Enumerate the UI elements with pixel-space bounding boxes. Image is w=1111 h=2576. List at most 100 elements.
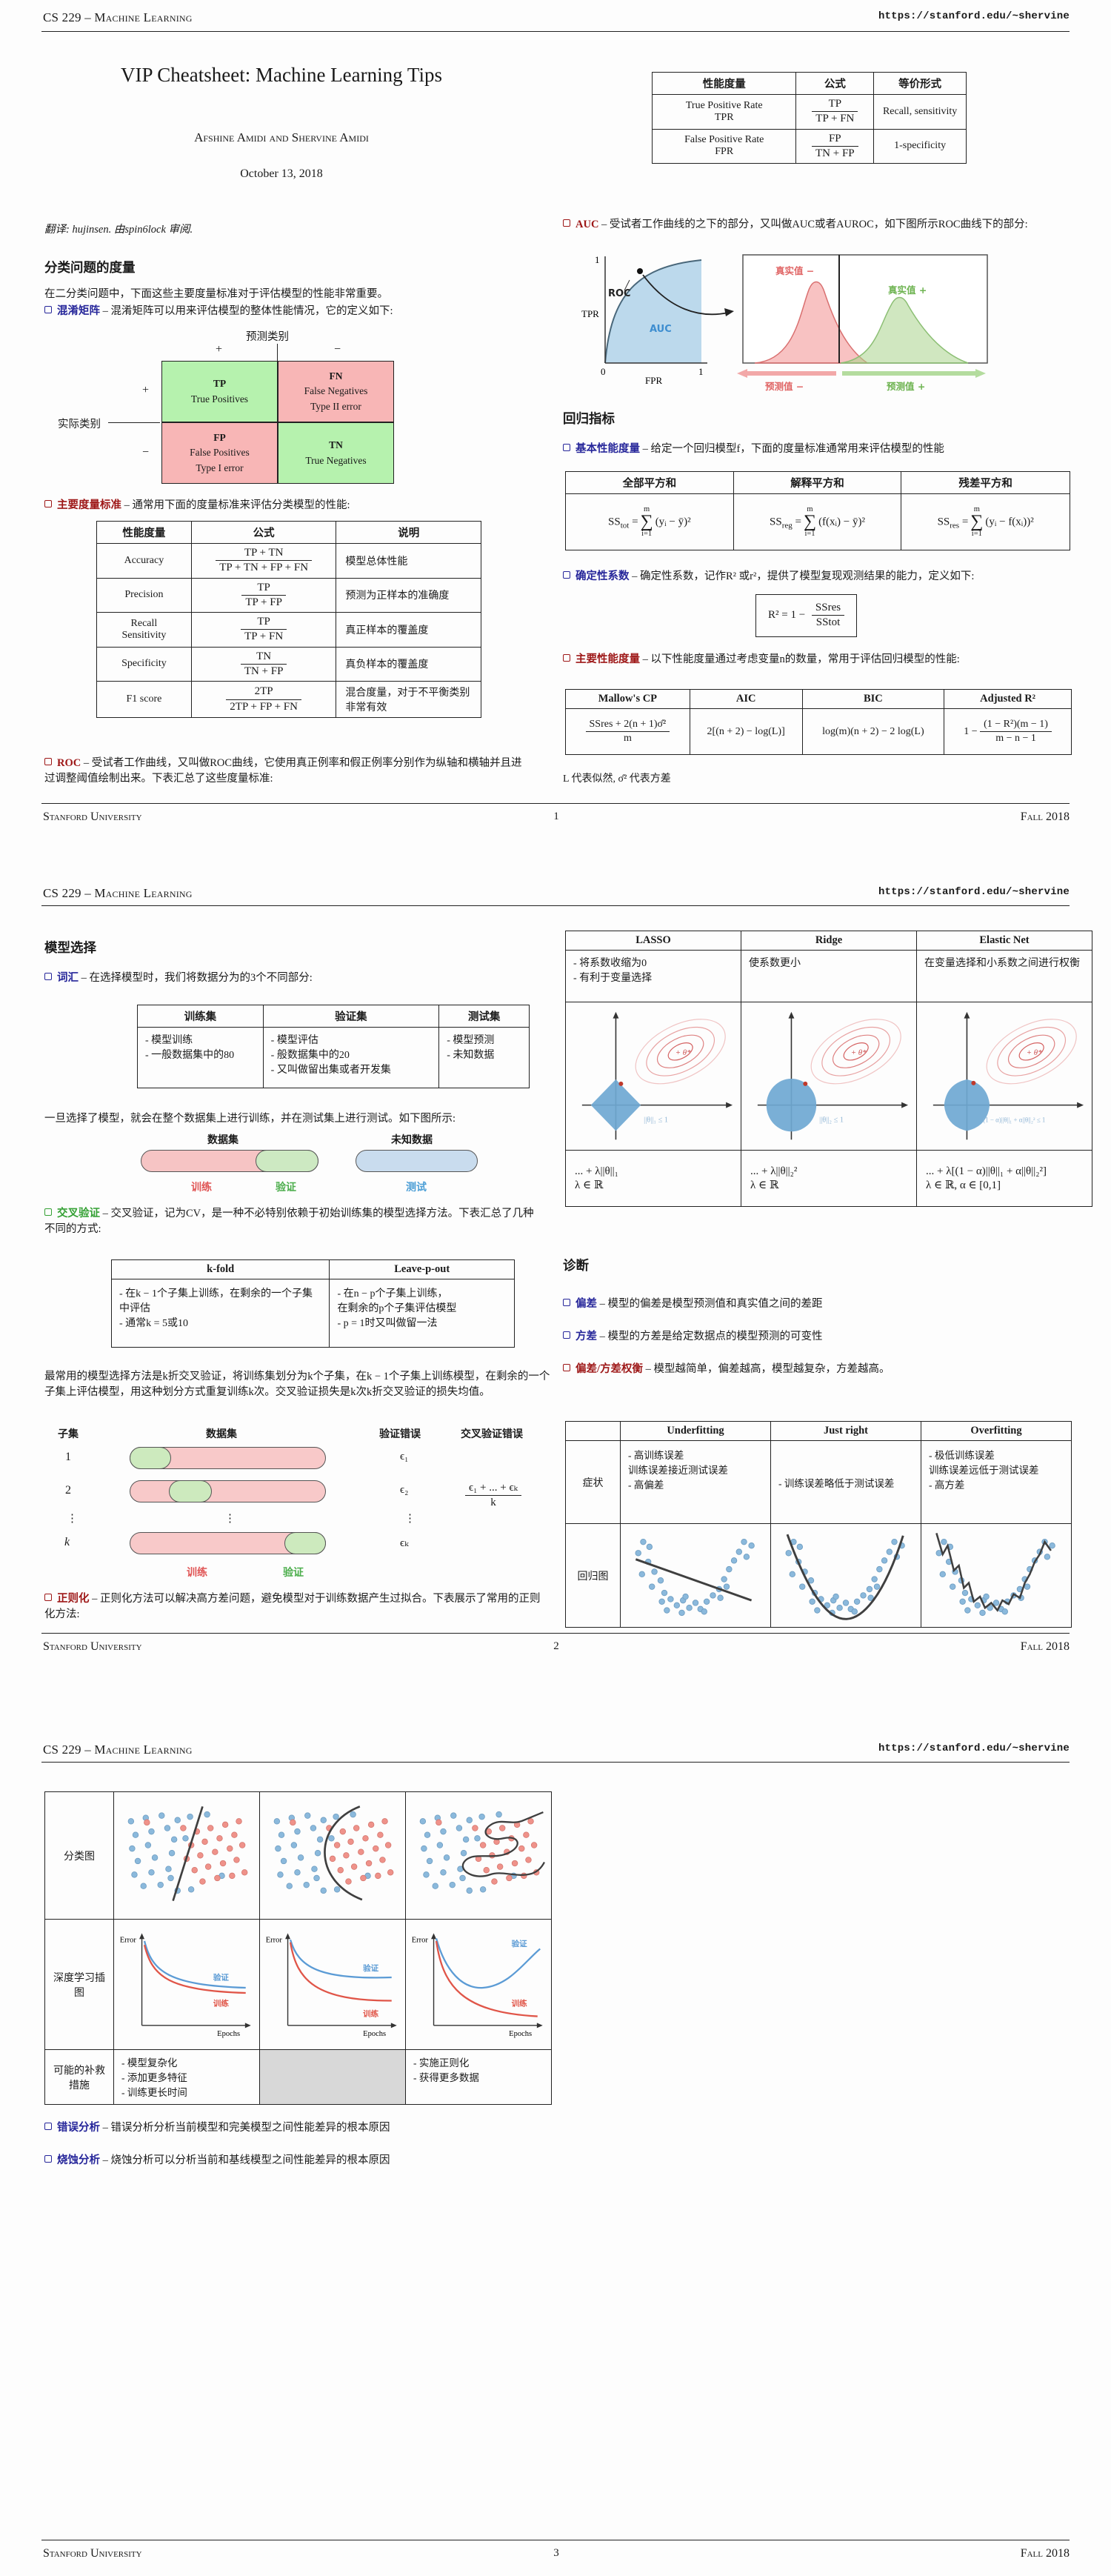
red-points bbox=[290, 1818, 394, 1885]
table-row: + θ* ||θ||₁ ≤ 1 + θ* bbox=[565, 1002, 1092, 1151]
table-row: False Positive Rate FPR FP TN + FP 1-speci… bbox=[651, 128, 967, 164]
wiggly-boundary bbox=[461, 1811, 545, 1877]
author-url-link[interactable]: https://stanford.edu/~shervine bbox=[878, 10, 1070, 22]
page-title: VIP Cheatsheet: Machine Learning Tips bbox=[121, 64, 442, 86]
col-residual-ss: 残差平方和 bbox=[901, 471, 1070, 494]
kfold-train-legend: 训练 bbox=[187, 1567, 207, 1579]
page1-header: CS 229 – Machine Learning https://stanfo… bbox=[43, 10, 1070, 25]
vocabulary-desc: – 在选择模型时，我们将数据分为的3个不同部分: bbox=[81, 972, 313, 984]
fold-k-error: ϵₖ bbox=[400, 1537, 409, 1549]
underfit-classification-plot bbox=[127, 1805, 248, 1902]
bullet-icon bbox=[44, 1208, 52, 1216]
predicted-negative-label: 预测值 − bbox=[765, 381, 804, 391]
test-pill bbox=[356, 1150, 478, 1172]
confusion-matrix: TP True Positives FN False Negatives Typ… bbox=[161, 361, 396, 485]
dataset-label: 数据集 bbox=[207, 1134, 238, 1146]
footer-university: Stanford University bbox=[43, 2547, 142, 2560]
rate-equiv: Recall, sensitivity bbox=[873, 94, 967, 130]
loss-contours bbox=[635, 1019, 726, 1085]
footer-term: Fall 2018 bbox=[1020, 2547, 1070, 2560]
tradeoff-paragraph: 偏差/方差权衡 – 模型越简单，偏差越高，模型越复杂，方差越高。 bbox=[563, 1362, 1074, 1377]
roc-paragraph: ROC – 受试者工作曲线，又叫做ROC曲线，它使用真正例率和假正例率分别作为纵… bbox=[44, 756, 530, 786]
metric-name: Precision bbox=[96, 577, 192, 613]
table-row: 可能的补救措施 - 模型复杂化 - 添加更多特征 - 训练更长时间 - 实施正则… bbox=[44, 2049, 552, 2105]
table-row: ... + λ||θ||₁ λ ∈ ℝ ... + λ||θ||₂² λ ∈ ℝ… bbox=[565, 1150, 1092, 1207]
error-axis-label: Error bbox=[266, 1937, 283, 1945]
basic-metrics-paragraph: 基本性能度量 – 给定一个回归模型f，下面的度量标准通常用来评估模型的性能 bbox=[563, 442, 1074, 457]
main-reg-label: 主要性能度量 bbox=[575, 653, 640, 665]
training-curve bbox=[143, 1944, 246, 1994]
validation-pill bbox=[256, 1150, 318, 1172]
vdots: ⋮ bbox=[224, 1513, 236, 1525]
auc-desc: – 受试者工作曲线的之下的部分，又叫做AUC或者AUROC，如下图所示ROC曲线… bbox=[601, 219, 1028, 230]
r2-formula-box: R² = 1 − SSres SStot bbox=[755, 594, 858, 637]
variance-desc: – 模型的方差是给定数据点的模型预测的可变性 bbox=[599, 1331, 823, 1342]
cv-error-col-label: 交叉验证错误 bbox=[461, 1428, 523, 1440]
ridge-constraint-figure: + θ* ||θ||₂ ≤ 1 bbox=[757, 1011, 909, 1140]
roc-desc: – 受试者工作曲线，又叫做ROC曲线，它使用真正例率和假正例率分别作为纵轴和横轴… bbox=[44, 757, 522, 785]
frac-den: m − n − 1 bbox=[995, 733, 1036, 744]
lasso-constraint-figure: + θ* ||θ||₁ ≤ 1 bbox=[581, 1011, 733, 1140]
bias-desc: – 模型的偏差是模型预测值和真实值之间的差距 bbox=[599, 1298, 823, 1310]
col-total-ss: 全部平方和 bbox=[565, 471, 734, 494]
classification-intro: 在二分类问题中，下面这些主要度量标准对于评估模型的性能非常重要。 bbox=[44, 288, 388, 300]
justright-curve bbox=[786, 1534, 904, 1620]
rate-name: True Positive Rate bbox=[685, 99, 763, 111]
section-diagnostics: 诊断 bbox=[563, 1258, 589, 1273]
actual-plus: + bbox=[142, 384, 150, 396]
tick-1-x: 1 bbox=[698, 366, 704, 377]
col-test-set: 测试集 bbox=[438, 1005, 530, 1028]
justright-error-plot: Error Epochs 验证 训练 bbox=[266, 1933, 397, 2038]
table-row: - 模型训练 - 一般数据集中的80 - 模型评估 - 般数据集中的20 - 又… bbox=[137, 1027, 530, 1088]
variance-paragraph: 方差 – 模型的方差是给定数据点的模型预测的可变性 bbox=[563, 1329, 1074, 1345]
loss-contours bbox=[810, 1019, 901, 1085]
train-label: 训练 bbox=[191, 1182, 212, 1194]
r2-desc: – 确定性系数，记作R² 或r²，提供了模型复现观测结果的能力，定义如下: bbox=[632, 570, 975, 582]
overfit-regression-plot bbox=[935, 1533, 1055, 1617]
metric-name: Specificity bbox=[96, 646, 192, 682]
kfold-desc: - 在k − 1个子集上训练，在剩余的一个子集中评估 - 通常k = 5或10 bbox=[110, 1279, 330, 1348]
table-row: 症状 - 高训练误差 训练误差接近测试误差 - 高偏差 - 训练误差略低于测试误… bbox=[565, 1440, 1072, 1524]
sum-upper: m bbox=[807, 505, 813, 513]
col-interpretation: 说明 bbox=[336, 521, 481, 544]
author-url-link[interactable]: https://stanford.edu/~shervine bbox=[878, 886, 1070, 898]
ablative-analysis-label: 烧蚀分析 bbox=[57, 2154, 100, 2166]
course-title: CS 229 – Machine Learning bbox=[43, 886, 193, 900]
frac-den: TN + FP bbox=[244, 665, 284, 677]
likelihood-note: L 代表似然, σ̂² 代表方差 bbox=[563, 773, 671, 785]
regularization-desc: – 正则化方法可以解决高方差问题，避免模型对于训练数据产生过拟合。下表展示了常用… bbox=[44, 1593, 541, 1620]
frac-num: SSres bbox=[811, 602, 845, 616]
cell-tp: TP True Positives bbox=[161, 361, 278, 422]
vocabulary-label: 词汇 bbox=[57, 972, 79, 984]
equals: = bbox=[795, 515, 801, 527]
cross-validation-paragraph: 交叉验证 – 交叉验证，记为CV，是一种不必特别依赖于初始训练集的模型选择方法。… bbox=[44, 1206, 537, 1237]
data-points bbox=[785, 1538, 905, 1617]
frac-num: TP bbox=[241, 616, 287, 630]
fn-name: False Negatives bbox=[304, 385, 368, 397]
confusion-matrix-paragraph: 混淆矩阵 – 混淆矩阵可以用来评估模型的整体性能情况，它的定义如下: bbox=[44, 304, 526, 319]
kfold-explanation-paragraph: 最常用的模型选择方法是k折交叉验证，将训练集划分为k个子集，在k − 1个子集上… bbox=[44, 1371, 550, 1398]
loss-contours bbox=[986, 1019, 1077, 1085]
header-rule bbox=[41, 1762, 1070, 1763]
epochs-axis-label: Epochs bbox=[217, 2030, 240, 2038]
roc-auc-figure: 1 0 1 TPR FPR ROC AUC 真实值 − 真实值 + 预测值 − … bbox=[581, 254, 988, 391]
metric-note: 模型总体性能 bbox=[336, 543, 481, 579]
overfit-error-plot: Error Epochs 验证 训练 bbox=[412, 1933, 543, 2038]
data-points bbox=[935, 1538, 1055, 1617]
cv-error-formula: ϵ₁ + ... + ϵₖ k bbox=[465, 1482, 522, 1510]
theta-star-label: + θ* bbox=[851, 1048, 867, 1057]
metric-note: 混合度量，对于不平衡类别非常有效 bbox=[336, 681, 481, 718]
main-metrics-label: 主要度量标准 bbox=[57, 499, 121, 511]
col-overfitting: Overfitting bbox=[921, 1421, 1072, 1441]
bullet-icon bbox=[44, 973, 52, 980]
blue-points bbox=[419, 1811, 517, 1894]
training-curve bbox=[435, 1940, 538, 2017]
main-metrics-desc: – 通常用下面的度量标准来评估分类模型的性能: bbox=[124, 499, 350, 511]
ss-sub: res bbox=[950, 520, 960, 530]
author-url-link[interactable]: https://stanford.edu/~shervine bbox=[878, 1743, 1070, 1754]
validation-curve-label: 验证 bbox=[512, 1939, 527, 1948]
table-row: - 将系数收缩为0 - 有利于变量选择 使系数更小 在变量选择和小系数之间进行权… bbox=[565, 950, 1092, 1002]
main-reg-desc: – 以下性能度量通过考虑变量n的数量，常用于评估回归模型的性能: bbox=[642, 653, 960, 665]
training-curve-label: 训练 bbox=[512, 1999, 527, 2008]
lasso-penalty-formula: ... + λ||θ||₁ λ ∈ ℝ bbox=[565, 1150, 741, 1207]
